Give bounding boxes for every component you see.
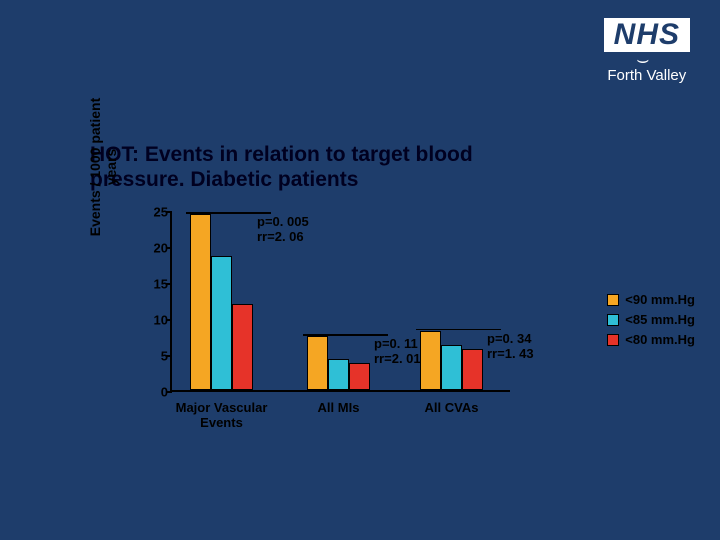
x-tick-label: All MIs — [291, 400, 387, 415]
y-tick-label: 15 — [140, 277, 168, 292]
y-tick-label: 0 — [140, 385, 168, 400]
bar — [328, 359, 349, 390]
legend-item: <85 mm.Hg — [607, 312, 695, 327]
bar — [441, 345, 462, 390]
legend-label: <85 mm.Hg — [625, 312, 695, 327]
bar — [349, 363, 370, 390]
bar-chart: Events / 1000 patient years 0510152025Ma… — [95, 212, 655, 482]
nhs-logo: NHS ⌣ Forth Valley — [604, 18, 690, 84]
y-axis-label: Events / 1000 patient years — [87, 82, 119, 252]
x-tick-label: All CVAs — [404, 400, 500, 415]
legend: <90 mm.Hg <85 mm.Hg <80 mm.Hg — [607, 292, 695, 352]
nhs-logo-swoosh: ⌣ — [604, 54, 690, 66]
y-tick-mark — [166, 283, 172, 285]
y-tick-label: 20 — [140, 241, 168, 256]
y-tick-mark — [166, 355, 172, 357]
plot-area: 0510152025Major Vascular Eventsp=0. 005r… — [170, 212, 510, 392]
bar — [190, 214, 211, 390]
y-tick-mark — [166, 211, 172, 213]
annotation-text: p=0. 11rr=2. 01 — [374, 337, 421, 367]
legend-label: <80 mm.Hg — [625, 332, 695, 347]
bar — [420, 331, 441, 390]
nhs-logo-text: NHS — [604, 18, 690, 52]
annotation-text: p=0. 34rr=1. 43 — [487, 332, 534, 362]
y-tick-label: 5 — [140, 349, 168, 364]
y-tick-label: 10 — [140, 313, 168, 328]
y-tick-label: 25 — [140, 205, 168, 220]
legend-item: <90 mm.Hg — [607, 292, 695, 307]
bar — [232, 304, 253, 390]
legend-item: <80 mm.Hg — [607, 332, 695, 347]
bar — [307, 336, 328, 390]
y-tick-mark — [166, 247, 172, 249]
bar — [462, 349, 483, 390]
annotation-text: p=0. 005rr=2. 06 — [257, 215, 309, 245]
legend-swatch — [607, 314, 619, 326]
bar — [211, 256, 232, 390]
legend-swatch — [607, 334, 619, 346]
chart-title: HOT: Events in relation to target blood … — [90, 142, 570, 192]
y-tick-mark — [166, 391, 172, 393]
legend-label: <90 mm.Hg — [625, 292, 695, 307]
legend-swatch — [607, 294, 619, 306]
y-tick-mark — [166, 319, 172, 321]
nhs-logo-subtext: Forth Valley — [604, 67, 690, 84]
x-tick-label: Major Vascular Events — [174, 400, 270, 430]
